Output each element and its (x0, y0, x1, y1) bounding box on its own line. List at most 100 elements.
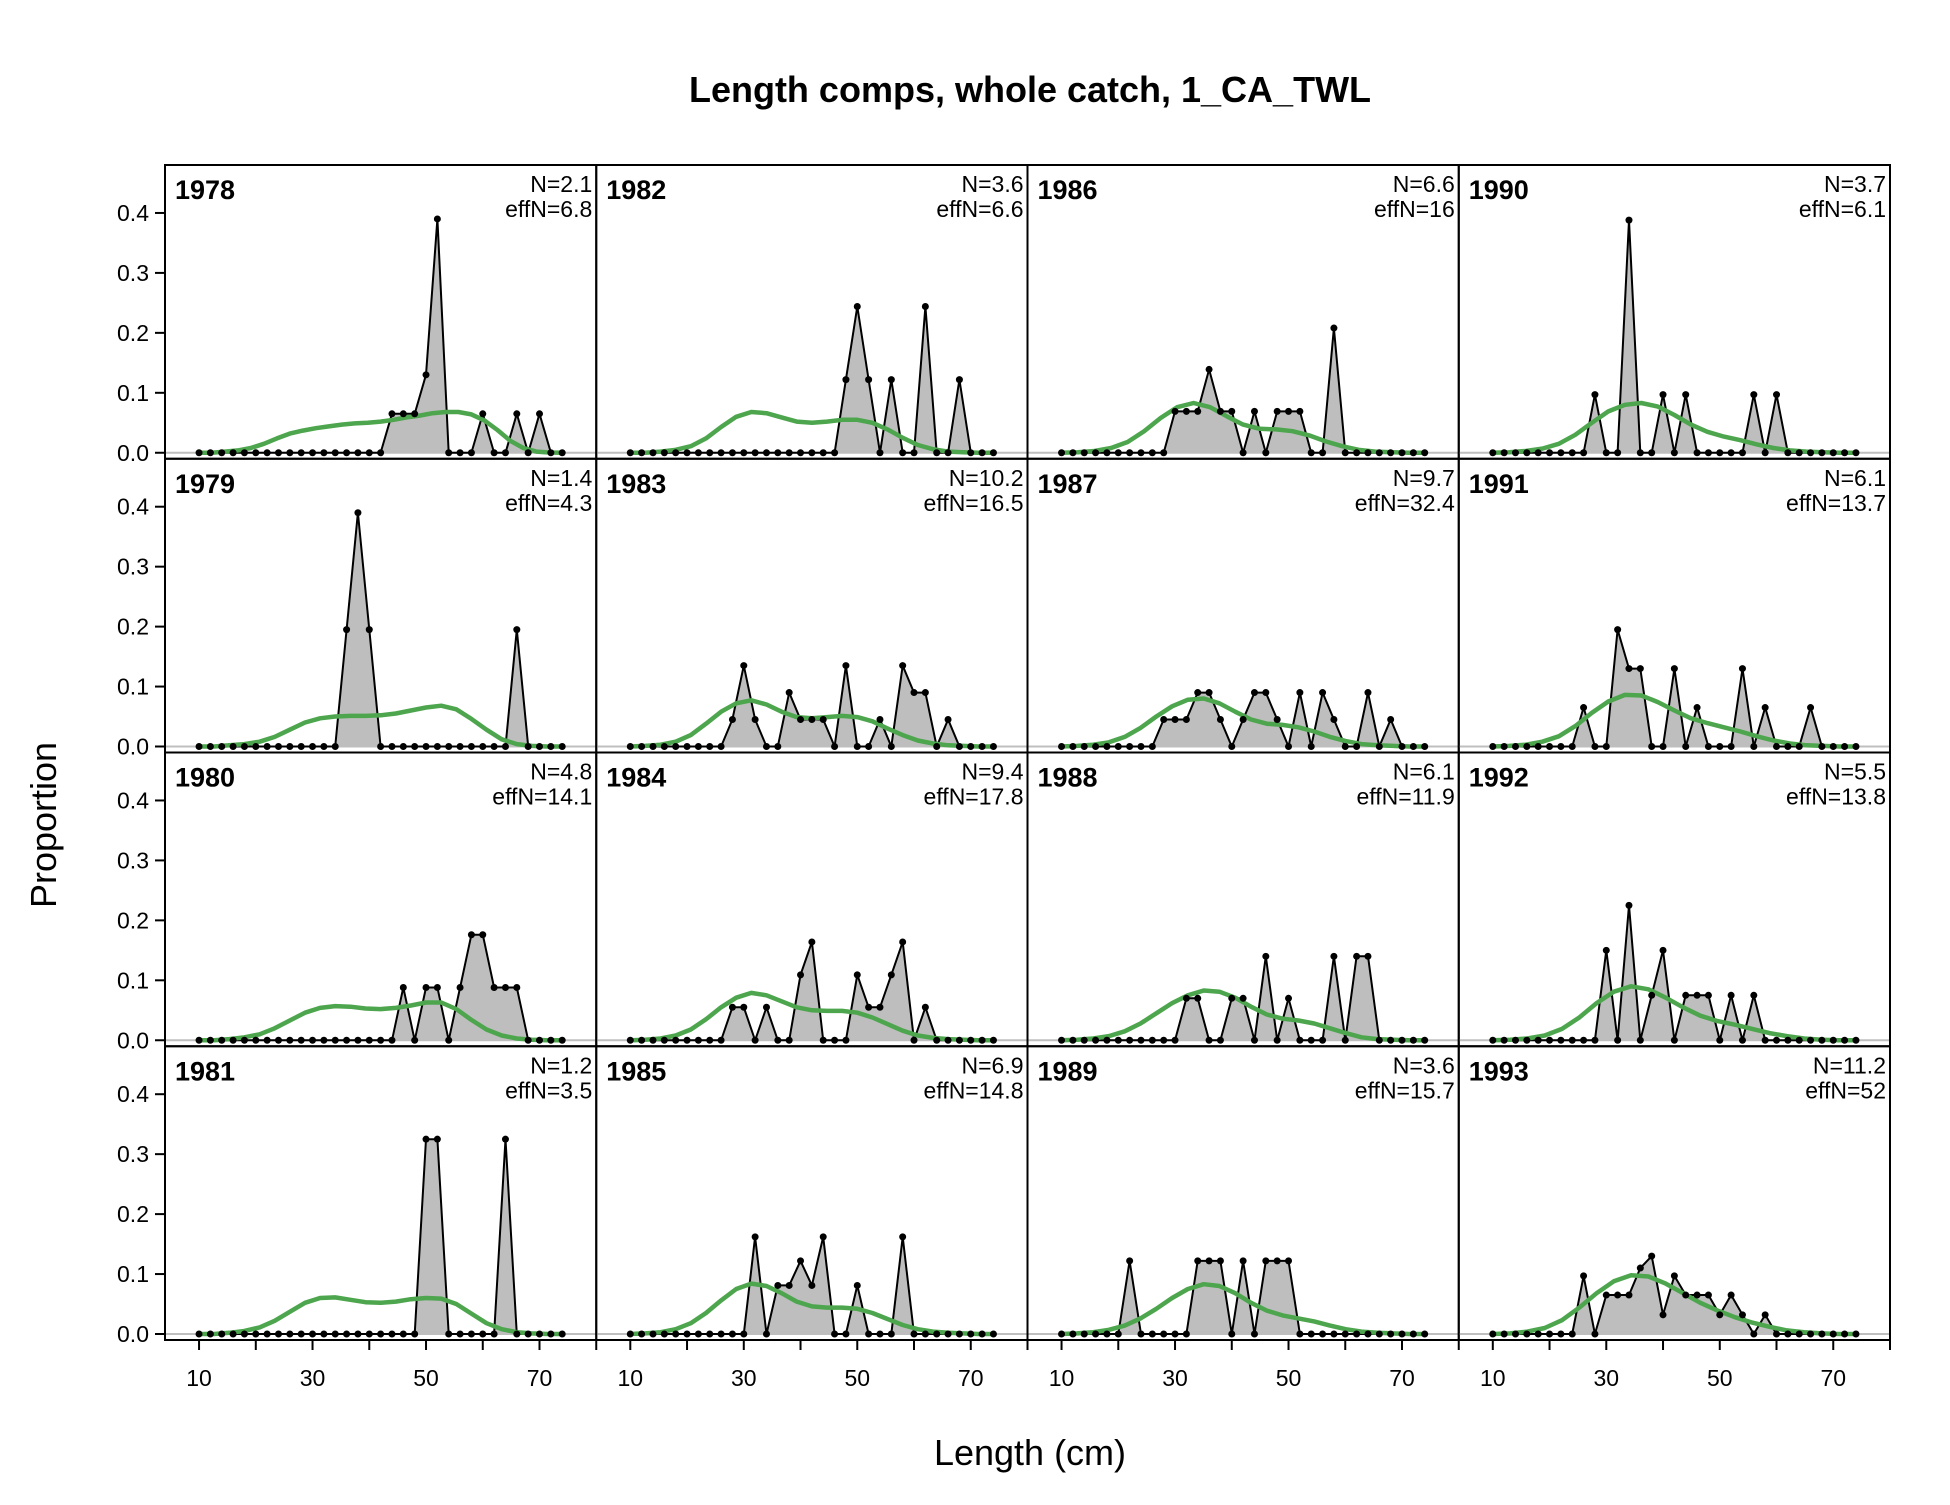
observed-point (1194, 407, 1202, 415)
observed-point (547, 1330, 555, 1338)
observed-point (263, 1036, 271, 1044)
observed-point (1126, 449, 1134, 457)
observed-point (751, 449, 759, 457)
observed-point (865, 376, 873, 384)
observed-fill (199, 934, 563, 1041)
observed-point (1523, 1036, 1531, 1044)
x-tick-label: 30 (1162, 1365, 1188, 1391)
observed-point (1171, 716, 1179, 724)
observed-point (910, 689, 918, 697)
observed-point (1216, 407, 1224, 415)
observed-point (1761, 1036, 1769, 1044)
observed-point (967, 449, 975, 457)
effn-label: effN=4.3 (505, 490, 592, 516)
observed-point (1114, 743, 1122, 751)
observed-point (1852, 1036, 1860, 1044)
observed-line (1492, 220, 1856, 454)
y-tick-label: 0.3 (117, 1141, 149, 1167)
observed-point (1580, 1036, 1588, 1044)
observed-point (1659, 946, 1667, 954)
observed-point (1500, 1036, 1508, 1044)
observed-point (343, 449, 351, 457)
observed-point (1738, 665, 1746, 673)
observed-point (1636, 449, 1644, 457)
observed-point (1534, 1330, 1542, 1338)
observed-point (1330, 952, 1338, 960)
observed-point (649, 1330, 657, 1338)
chart-title: Length comps, whole catch, 1_CA_TWL (689, 69, 1371, 110)
observed-point (899, 662, 907, 670)
observed-point (853, 1281, 861, 1289)
x-tick-label: 70 (1389, 1365, 1415, 1391)
y-tick-label: 0.4 (117, 1081, 149, 1107)
observed-point (456, 1330, 464, 1338)
observed-point (944, 716, 952, 724)
observed-point (309, 449, 317, 457)
observed-point (1591, 1036, 1599, 1044)
observed-fill (630, 665, 994, 747)
observed-point (1704, 743, 1712, 751)
observed-point (1761, 449, 1769, 457)
year-label: 1984 (606, 763, 666, 793)
observed-point (218, 1330, 226, 1338)
observed-point (1341, 743, 1349, 751)
n-label: N=5.5 (1824, 759, 1886, 785)
observed-point (1216, 716, 1224, 724)
observed-point (1148, 743, 1156, 751)
observed-point (1795, 1036, 1803, 1044)
observed-point (1285, 743, 1293, 751)
observed-point (411, 410, 419, 418)
effn-label: effN=14.1 (492, 784, 592, 810)
observed-point (887, 743, 895, 751)
observed-point (1319, 1330, 1327, 1338)
observed-point (218, 449, 226, 457)
observed-point (1659, 1311, 1667, 1319)
n-label: N=6.9 (961, 1052, 1023, 1078)
n-label: N=3.6 (961, 171, 1023, 197)
observed-point (1285, 407, 1293, 415)
observed-point (411, 1330, 419, 1338)
observed-point (422, 371, 430, 379)
observed-point (1738, 1311, 1746, 1319)
observed-point (774, 449, 782, 457)
y-tick-label: 0.0 (117, 1027, 149, 1053)
observed-point (808, 938, 816, 946)
observed-fill (630, 306, 994, 453)
x-tick-label: 50 (844, 1365, 870, 1391)
observed-point (343, 626, 351, 634)
year-label: 1979 (175, 469, 235, 499)
observed-point (206, 1330, 214, 1338)
observed-point (524, 1330, 532, 1338)
observed-point (320, 743, 328, 751)
observed-point (501, 743, 509, 751)
observed-point (377, 1036, 385, 1044)
observed-point (1364, 952, 1372, 960)
observed-point (649, 449, 657, 457)
n-label: N=9.4 (961, 759, 1023, 785)
observed-point (1421, 743, 1429, 751)
observed-point (1103, 743, 1111, 751)
observed-fill (1492, 1256, 1856, 1334)
observed-point (1114, 1330, 1122, 1338)
observed-point (842, 662, 850, 670)
observed-point (1387, 449, 1395, 457)
observed-point (240, 1330, 248, 1338)
observed-point (365, 1330, 373, 1338)
observed-point (399, 410, 407, 418)
y-tick-label: 0.1 (117, 1261, 149, 1287)
observed-point (1182, 1330, 1190, 1338)
observed-point (1228, 407, 1236, 415)
observed-point (354, 1330, 362, 1338)
observed-point (955, 1330, 963, 1338)
observed-point (456, 984, 464, 991)
observed-point (1534, 449, 1542, 457)
observed-point (411, 1036, 419, 1044)
observed-point (1387, 1330, 1395, 1338)
observed-point (785, 689, 793, 697)
observed-point (797, 971, 805, 979)
observed-point (1500, 1330, 1508, 1338)
observed-point (649, 743, 657, 751)
